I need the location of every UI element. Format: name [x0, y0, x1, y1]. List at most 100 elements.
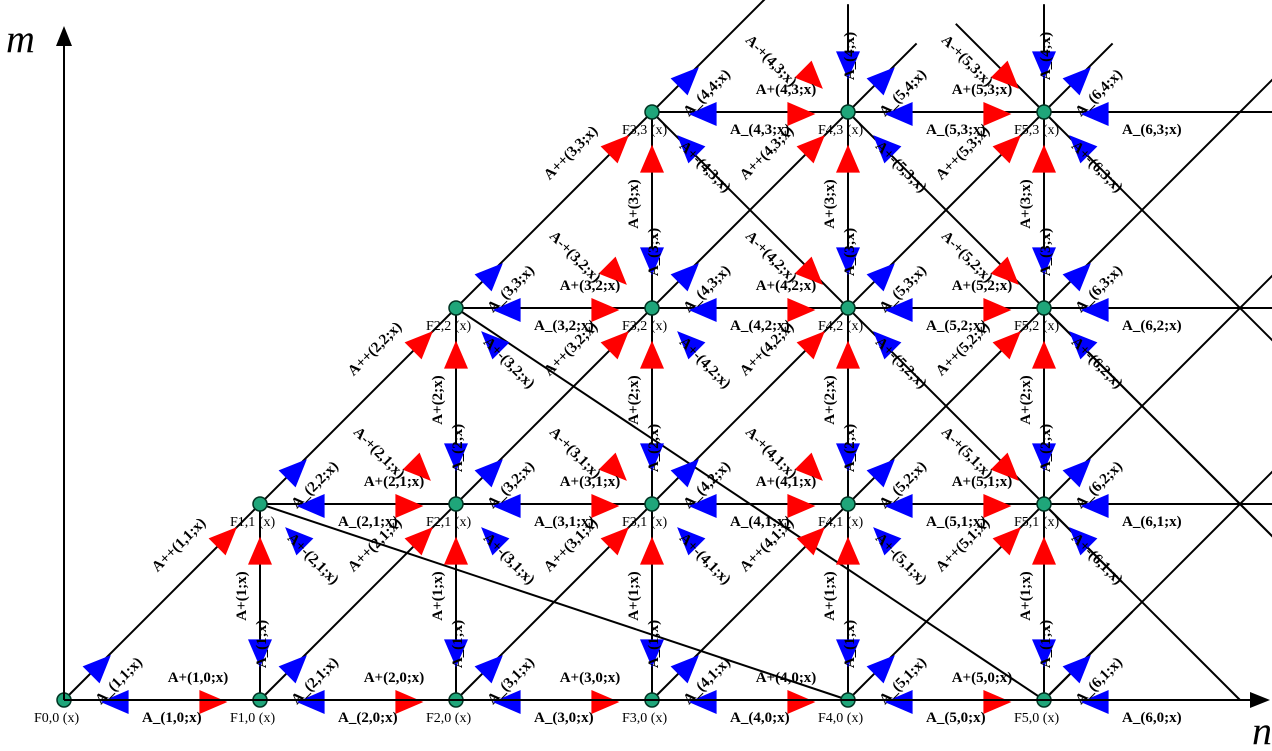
node-label: F0,0 (x)	[34, 711, 79, 726]
lattice-node	[644, 300, 660, 316]
label-plus-horizontal: A+(5,0;x)	[952, 670, 1013, 686]
arrow-plus-diagonal	[796, 135, 825, 164]
arrow-plus-diagonal	[992, 135, 1021, 164]
arrow-plus-vertical	[836, 536, 860, 565]
node-label: F4,0 (x)	[818, 711, 863, 726]
node-label: F3,2 (x)	[622, 319, 667, 334]
label-plus-vertical: A+(2;x)	[626, 375, 642, 424]
node-label: F4,2 (x)	[818, 319, 863, 334]
arrow-plus-vertical	[444, 536, 468, 565]
arrow-plus-minus-diagonal	[1069, 331, 1098, 360]
label-plus-diagonal: A++(2,2;x)	[345, 319, 405, 379]
arrow-minus-plus-diagonal	[598, 452, 627, 481]
arrow-plus-horizontal	[787, 298, 816, 322]
arrow-plus-minus-diagonal	[677, 331, 706, 360]
arrow-minus-diagonal	[670, 67, 699, 96]
node-label: F5,3 (x)	[1014, 123, 1059, 138]
arrow-minus-vertical	[836, 51, 860, 80]
label-minus-horizontal: A_(3,1;x)	[534, 514, 594, 530]
arrow-minus-vertical	[640, 247, 664, 276]
arrow-minus-vertical	[1032, 443, 1056, 472]
arrow-minus-horizontal	[688, 494, 717, 518]
node-label: F2,1 (x)	[426, 515, 471, 530]
node-label: F4,1 (x)	[818, 515, 863, 530]
lattice-node	[1036, 104, 1052, 120]
label-minus-horizontal: A_(4,0;x)	[730, 710, 790, 726]
arrow-plus-diagonal	[404, 331, 433, 360]
node-label: F3,0 (x)	[622, 711, 667, 726]
node-label: F4,3 (x)	[818, 123, 863, 138]
arrow-plus-minus-diagonal	[873, 135, 902, 164]
arrow-plus-horizontal	[983, 690, 1012, 714]
label-minus-horizontal: A_(5,3;x)	[926, 122, 986, 138]
lattice-node	[448, 496, 464, 512]
arrow-minus-horizontal	[492, 690, 521, 714]
label-minus-horizontal: A_(2,0;x)	[338, 710, 398, 726]
arrow-minus-diagonal	[670, 459, 699, 488]
arrow-plus-horizontal	[787, 102, 816, 126]
lattice-node	[448, 300, 464, 316]
label-minus-vertical: A_(4;x)	[842, 32, 858, 80]
arrow-minus-vertical	[444, 443, 468, 472]
arrow-minus-vertical	[1032, 51, 1056, 80]
arrow-plus-horizontal	[591, 690, 620, 714]
node-label: F2,0 (x)	[426, 711, 471, 726]
arrow-minus-vertical	[1032, 247, 1056, 276]
diagonal-stub-5-0	[1043, 611, 1133, 701]
arrow-minus-horizontal	[296, 494, 325, 518]
arrow-plus-vertical	[1032, 340, 1056, 369]
arrow-plus-diagonal	[600, 527, 629, 556]
arrow-minus-plus-diagonal	[402, 452, 431, 481]
label-plus-horizontal: A+(2,0;x)	[364, 670, 425, 686]
label-minus-vertical: A_(3;x)	[1038, 228, 1054, 276]
label-minus-vertical: A_(2;x)	[646, 424, 662, 472]
arrow-plus-horizontal	[591, 298, 620, 322]
label-plus-horizontal: A+(1,0;x)	[168, 670, 229, 686]
diagonal-line-n3	[651, 78, 1272, 701]
arrow-minus-diagonal	[1062, 655, 1091, 684]
lattice-node	[840, 496, 856, 512]
lattice-labels: A_(1,0;x) A_(2,0;x) A+(1,0;x) A_(3,0;x) A+(2…	[34, 32, 1182, 726]
label-minus-vertical: A_(2;x)	[842, 424, 858, 472]
arrow-minus-horizontal	[492, 494, 521, 518]
arrow-minus-horizontal	[1080, 102, 1109, 126]
arrow-plus-diagonal	[600, 135, 629, 164]
label-plus-vertical: A+(2;x)	[1018, 375, 1034, 424]
label-minus-horizontal: A_(5,1;x)	[926, 514, 986, 530]
node-label: F1,1 (x)	[230, 515, 275, 530]
axes: n m	[6, 16, 1272, 751]
arrow-minus-horizontal	[688, 690, 717, 714]
arrow-plus-minus-diagonal	[285, 527, 314, 556]
arrow-plus-vertical	[836, 144, 860, 173]
arrow-plus-diagonal	[796, 527, 825, 556]
arrow-minus-plus-diagonal	[990, 256, 1019, 285]
arrow-minus-plus-diagonal	[598, 256, 627, 285]
label-plus-horizontal: A+(3,0;x)	[560, 670, 621, 686]
arrow-minus-vertical	[248, 639, 272, 668]
arrow-minus-vertical	[1032, 639, 1056, 668]
label-minus-horizontal: A_(5,2;x)	[926, 318, 986, 334]
arrow-minus-horizontal	[688, 298, 717, 322]
label-minus-horizontal: A_(6,3;x)	[1122, 122, 1182, 138]
arrow-plus-vertical	[640, 144, 664, 173]
arrow-plus-diagonal	[600, 331, 629, 360]
lattice-node	[1036, 496, 1052, 512]
arrow-plus-diagonal	[796, 331, 825, 360]
arrow-plus-horizontal	[983, 102, 1012, 126]
label-minus-vertical: A_(1;x)	[450, 620, 466, 668]
label-minus-horizontal: A_(6,2;x)	[1122, 318, 1182, 334]
y-axis-label: m	[6, 16, 35, 61]
node-label: F3,3 (x)	[622, 123, 667, 138]
label-plus-horizontal: A+(3,2;x)	[560, 278, 621, 294]
label-plus-vertical: A+(3;x)	[626, 179, 642, 228]
label-plus-vertical: A+(1;x)	[430, 571, 446, 620]
arrow-minus-plus-diagonal	[794, 256, 823, 285]
label-plus-horizontal: A+(4,2;x)	[756, 278, 817, 294]
label-minus-horizontal: A_(4,2;x)	[730, 318, 790, 334]
arrow-plus-diagonal	[992, 331, 1021, 360]
arrow-plus-minus-diagonal	[677, 527, 706, 556]
arrow-minus-vertical	[640, 443, 664, 472]
arrow-plus-horizontal	[787, 690, 816, 714]
